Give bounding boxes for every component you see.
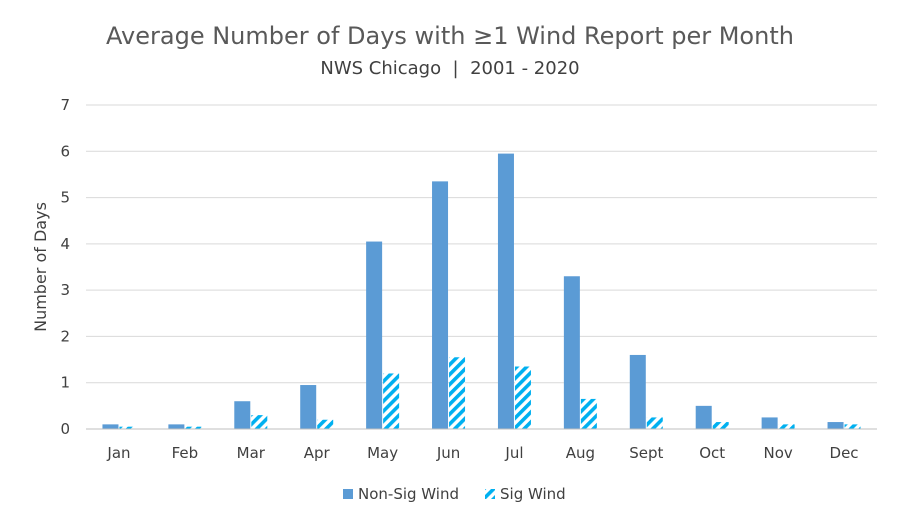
legend-label-non-sig: Non-Sig Wind [358, 485, 459, 503]
y-tick-label: 0 [60, 420, 70, 438]
legend-label-sig: Sig Wind [500, 485, 566, 503]
bar-non-sig-feb [168, 424, 185, 429]
bar-sig-apr [317, 419, 334, 429]
bar-non-sig-jun [432, 181, 449, 429]
bar-non-sig-mar [234, 401, 251, 429]
x-tick-label: Dec [830, 444, 859, 462]
x-axis-ticks: Jan Feb Mar Apr May Jun Jul Aug Sept Oct Nov Dec [106, 444, 858, 462]
bar-sig-sept [646, 417, 663, 429]
y-axis-label: Number of Days [31, 202, 50, 332]
x-tick-label: Nov [763, 444, 792, 462]
bar-sig-may [383, 373, 400, 429]
bar-non-sig-oct [695, 405, 712, 429]
x-tick-label: Feb [172, 444, 199, 462]
bar-sig-mar [251, 415, 268, 429]
bar-sig-dec [844, 424, 861, 429]
bar-sig-jun [449, 357, 466, 429]
bar-non-sig-dec [827, 422, 844, 429]
legend: Non-Sig Wind Sig Wind [343, 485, 566, 503]
x-tick-label: Sept [629, 444, 663, 462]
y-tick-label: 7 [60, 96, 70, 114]
x-tick-label: Mar [237, 444, 266, 462]
x-tick-label: Oct [699, 444, 725, 462]
chart-title: Average Number of Days with ≥1 Wind Repo… [106, 22, 794, 50]
bar-non-sig-may [366, 241, 383, 429]
y-tick-label: 2 [60, 327, 70, 345]
bar-non-sig-nov [761, 417, 778, 429]
bar-sig-aug [580, 398, 597, 429]
bar-non-sig-sept [629, 354, 646, 429]
x-tick-label: Jan [106, 444, 130, 462]
y-tick-label: 3 [60, 281, 70, 299]
x-tick-label: May [367, 444, 398, 462]
legend-swatch-non-sig [343, 489, 353, 499]
y-tick-label: 1 [60, 374, 70, 392]
chart-subtitle: NWS Chicago | 2001 - 2020 [320, 58, 579, 79]
bar-sig-nov [778, 424, 795, 429]
x-tick-label: Aug [566, 444, 595, 462]
bar-non-sig-jan [102, 424, 119, 429]
legend-swatch-sig [485, 489, 495, 499]
y-tick-label: 6 [60, 142, 70, 160]
bar-non-sig-apr [300, 385, 317, 429]
gridlines [86, 104, 877, 384]
bar-sig-oct [712, 422, 729, 429]
bar-non-sig-aug [563, 276, 580, 429]
x-tick-label: Jul [504, 444, 523, 462]
y-axis-ticks: 0 1 2 3 4 5 6 7 [60, 96, 70, 438]
bar-non-sig-jul [497, 153, 514, 429]
x-tick-label: Apr [304, 444, 331, 462]
bar-sig-jan [119, 426, 136, 429]
bar-sig-jul [514, 366, 531, 429]
x-tick-label: Jun [436, 444, 460, 462]
y-tick-label: 4 [60, 235, 70, 253]
bar-sig-feb [185, 426, 202, 429]
y-tick-label: 5 [60, 189, 70, 207]
bars [102, 153, 861, 429]
